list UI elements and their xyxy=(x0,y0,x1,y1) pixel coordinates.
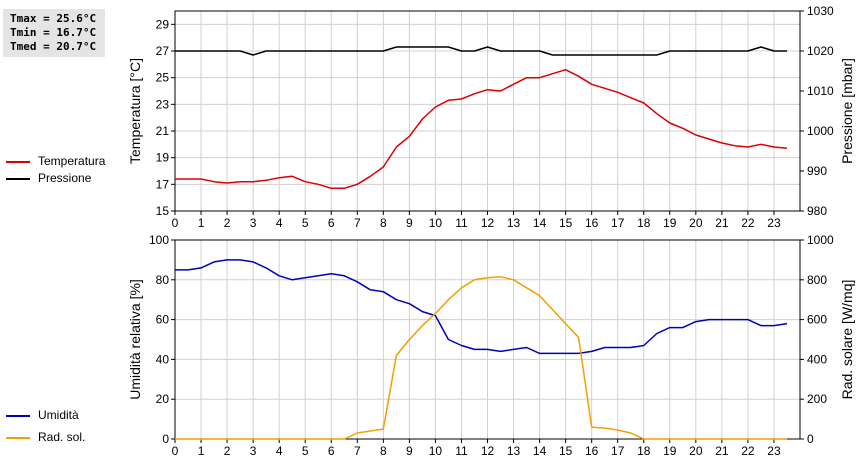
y-tick-label-right: 0 xyxy=(807,432,814,446)
y-tick-label-left: 23 xyxy=(156,97,170,111)
plot-frame xyxy=(174,10,801,212)
x-tick-label: 22 xyxy=(741,216,755,230)
legend-line-humidity xyxy=(6,415,30,417)
y-axis-label-left: Temperatura [°C] xyxy=(127,58,143,164)
x-tick-label: 12 xyxy=(481,444,495,458)
y-tick-label-left: 0 xyxy=(162,432,169,446)
x-tick-label: 6 xyxy=(328,216,335,230)
x-tick-label: 9 xyxy=(406,216,413,230)
y-axis-label-left: Umidità relativa [%] xyxy=(127,279,143,400)
y-tick-label-left: 20 xyxy=(156,392,170,406)
x-tick-label: 1 xyxy=(198,444,205,458)
y-tick-label-left: 17 xyxy=(156,177,170,191)
x-tick-label: 23 xyxy=(767,444,781,458)
y-tick-label-right: 800 xyxy=(807,273,827,287)
y-tick-label-left: 100 xyxy=(149,233,169,247)
x-tick-label: 7 xyxy=(354,444,361,458)
x-tick-label: 19 xyxy=(663,444,677,458)
y-tick-label-right: 200 xyxy=(807,392,827,406)
x-tick-label: 15 xyxy=(559,216,573,230)
y-tick-label-left: 25 xyxy=(156,71,170,85)
x-tick-label: 11 xyxy=(455,444,468,458)
x-tick-label: 16 xyxy=(585,444,599,458)
x-tick-label: 14 xyxy=(533,216,547,230)
x-tick-label: 4 xyxy=(276,216,283,230)
x-tick-label: 19 xyxy=(663,216,677,230)
legend-line-pressure xyxy=(6,178,30,180)
x-tick-label: 12 xyxy=(481,216,495,230)
y-tick-label-right: 990 xyxy=(807,164,827,178)
x-tick-label: 0 xyxy=(172,216,179,230)
x-tick-label: 8 xyxy=(380,444,387,458)
x-tick-label: 23 xyxy=(767,216,781,230)
x-tick-label: 5 xyxy=(302,216,309,230)
stats-box: Tmax = 25.6°C Tmin = 16.7°C Tmed = 20.7°… xyxy=(3,9,105,57)
y-tick-label-right: 400 xyxy=(807,352,827,366)
x-tick-label: 8 xyxy=(380,216,387,230)
y-tick-label-left: 21 xyxy=(156,124,170,138)
stat-tmin: Tmin = 16.7°C xyxy=(10,26,97,39)
x-tick-label: 2 xyxy=(224,216,231,230)
y-tick-label-right: 1010 xyxy=(807,84,834,98)
y-tick-label-left: 40 xyxy=(156,352,170,366)
y-tick-label-left: 19 xyxy=(156,151,170,165)
x-tick-label: 15 xyxy=(559,444,573,458)
x-tick-label: 13 xyxy=(507,444,521,458)
series-line-rad-sol xyxy=(175,276,787,440)
x-tick-label: 11 xyxy=(455,216,468,230)
x-tick-label: 17 xyxy=(611,444,625,458)
x-tick-label: 18 xyxy=(637,216,651,230)
plot-frame xyxy=(174,239,801,440)
y-tick-label-right: 980 xyxy=(807,204,827,218)
chart-panel-2: 0 1 2 3 4 5 6 7 8 9 10 11 12 13 14 15 16 17 18 19 20 21 22 2302… xyxy=(127,233,855,458)
x-tick-label: 6 xyxy=(328,444,335,458)
legend-label-radiation: Rad. sol. xyxy=(38,430,86,444)
x-tick-label: 10 xyxy=(429,444,443,458)
y-tick-label-left: 60 xyxy=(156,313,170,327)
x-tick-label: 20 xyxy=(689,444,703,458)
x-tick-label: 21 xyxy=(715,216,729,230)
series-line-temperatura xyxy=(175,68,788,190)
stat-tmax: Tmax = 25.6°C xyxy=(10,12,97,25)
x-tick-label: 4 xyxy=(276,444,283,458)
x-tick-label: 0 xyxy=(172,444,179,458)
x-tick-label: 16 xyxy=(585,216,599,230)
y-tick-label-right: 1000 xyxy=(807,233,834,247)
x-tick-label: 21 xyxy=(715,444,729,458)
y-axis-label-right: Rad. solare [W/mq] xyxy=(839,280,855,400)
chart-panel-1: 0 1 2 3 4 5 6 7 8 9 10 11 12 13 14 15 16 17 18 19 20 21 22 2315… xyxy=(127,4,855,230)
x-tick-label: 2 xyxy=(224,444,231,458)
x-tick-label: 1 xyxy=(198,216,205,230)
x-tick-label: 9 xyxy=(406,444,413,458)
x-tick-label: 7 xyxy=(354,216,361,230)
x-tick-label: 3 xyxy=(250,444,257,458)
y-tick-label-left: 29 xyxy=(156,17,170,31)
x-tick-label: 14 xyxy=(533,444,547,458)
y-tick-label-right: 1000 xyxy=(807,124,834,138)
series-line-umidit xyxy=(175,259,788,355)
x-tick-label: 18 xyxy=(637,444,651,458)
x-tick-label: 5 xyxy=(302,444,309,458)
y-tick-label-left: 27 xyxy=(156,44,170,58)
x-tick-label: 13 xyxy=(507,216,521,230)
x-tick-label: 10 xyxy=(429,216,443,230)
x-tick-label: 20 xyxy=(689,216,703,230)
x-tick-label: 22 xyxy=(741,444,755,458)
x-tick-label: 17 xyxy=(611,216,625,230)
stat-tmed: Tmed = 20.7°C xyxy=(10,40,97,53)
y-tick-label-right: 1020 xyxy=(807,44,834,58)
y-tick-label-left: 15 xyxy=(156,204,170,218)
legend-line-temperature xyxy=(6,161,30,163)
legend-line-radiation xyxy=(6,437,30,439)
y-axis-label-right: Pressione [mbar] xyxy=(839,58,855,164)
legend-label-humidity: Umidità xyxy=(38,408,79,422)
legend-label-temperature: Temperatura xyxy=(38,154,106,168)
y-tick-label-right: 600 xyxy=(807,313,827,327)
y-tick-label-right: 1030 xyxy=(807,4,834,18)
x-tick-label: 3 xyxy=(250,216,257,230)
y-tick-label-left: 80 xyxy=(156,273,170,287)
legend-label-pressure: Pressione xyxy=(38,171,92,185)
series-line-pressione xyxy=(175,46,787,56)
